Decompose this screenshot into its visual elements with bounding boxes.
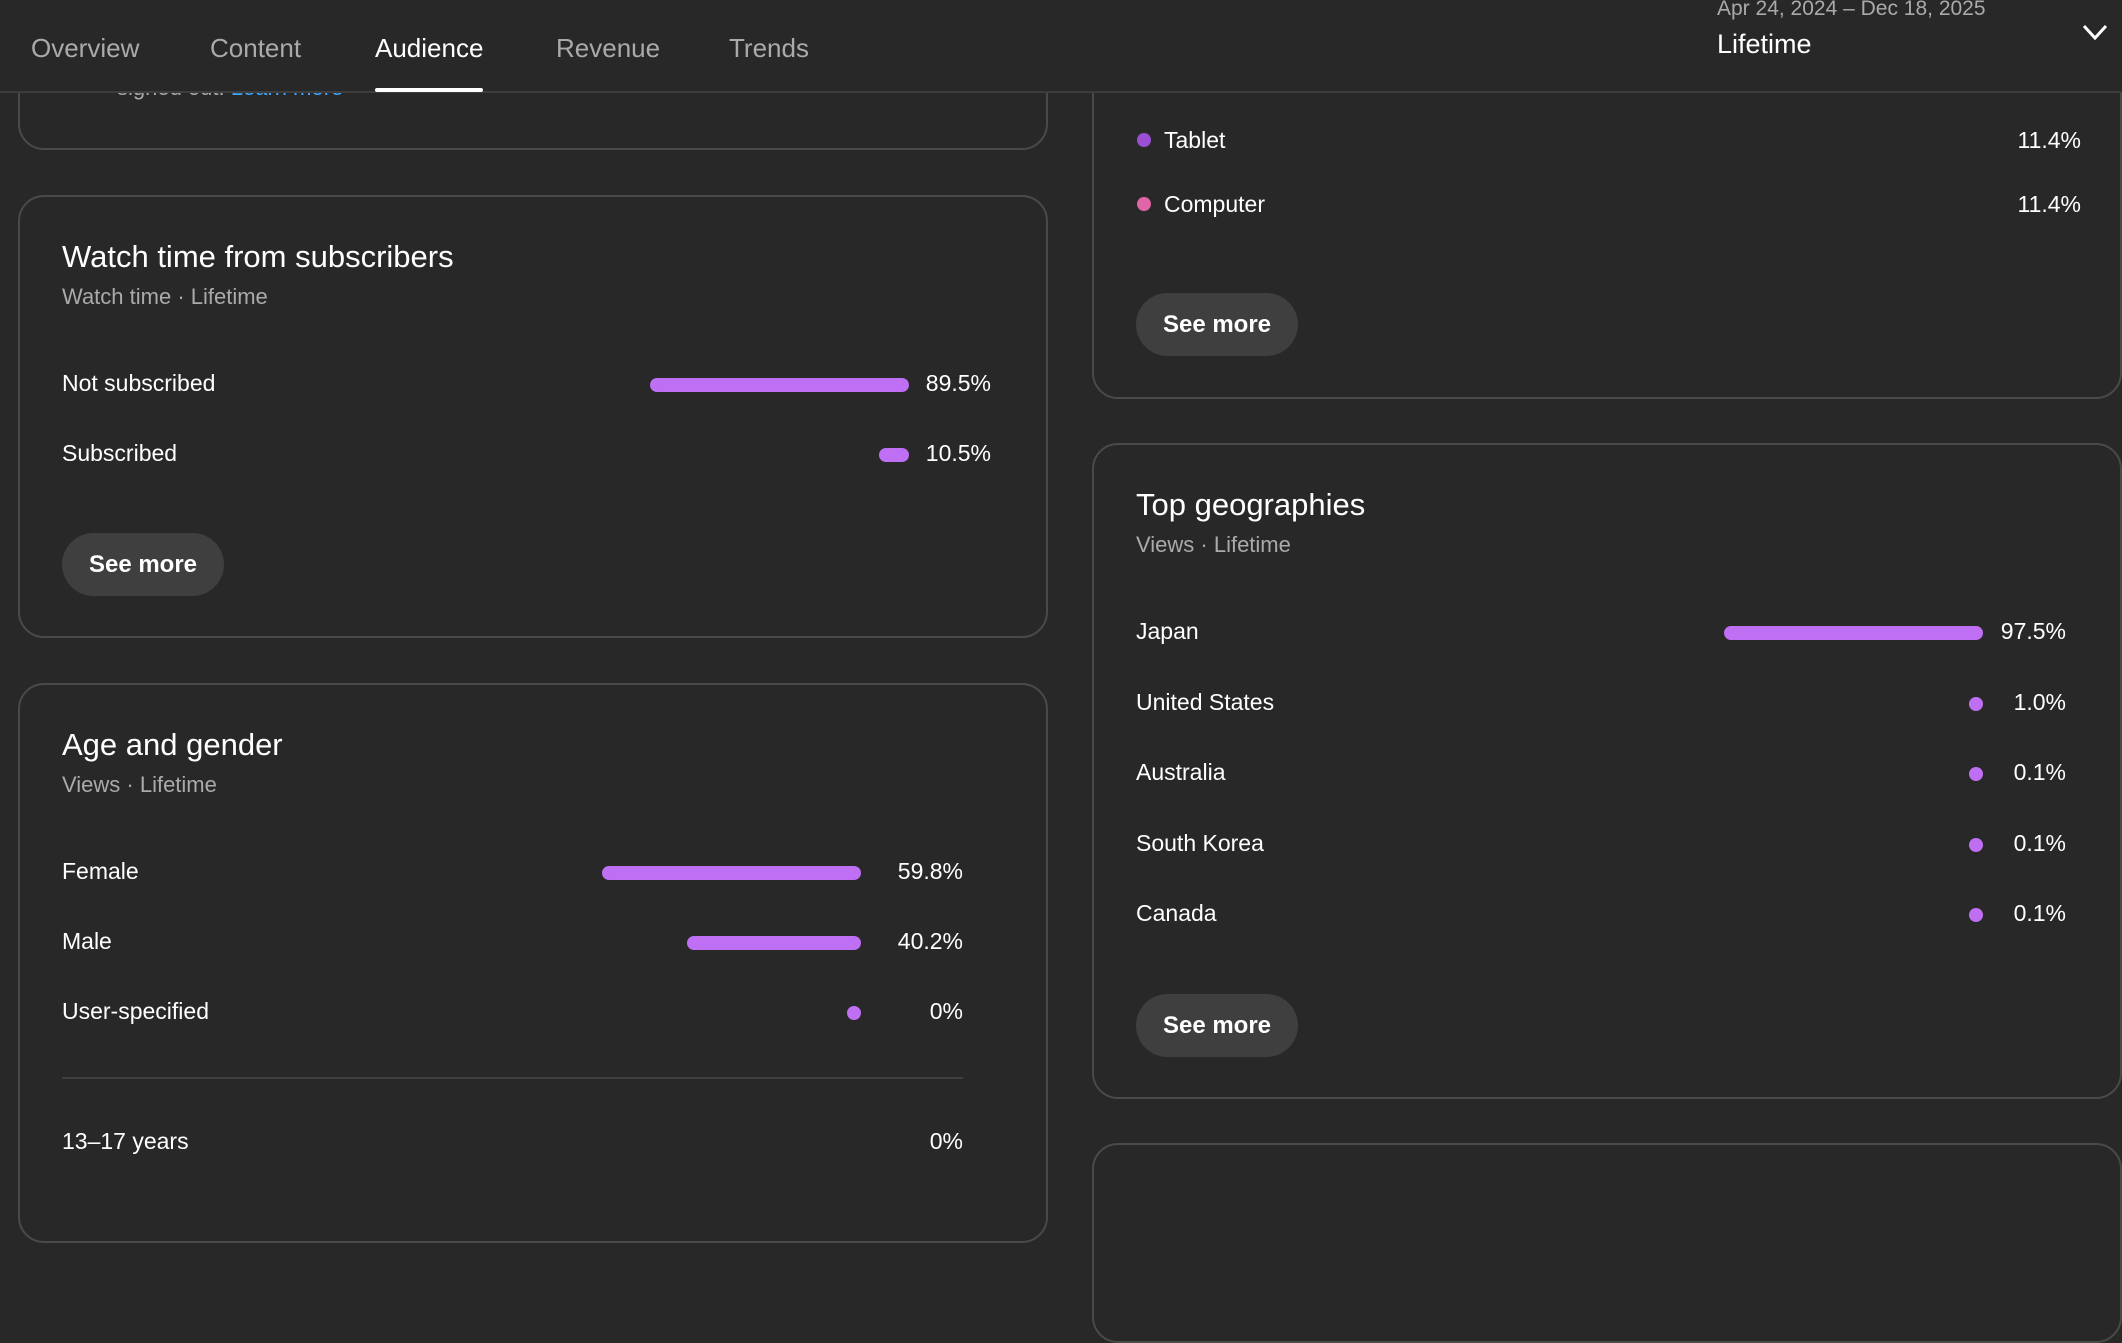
bar: [1724, 626, 1983, 640]
row-label: Subscribed: [62, 440, 178, 466]
row-label: Not subscribed: [62, 370, 216, 396]
tab-revenue[interactable]: Revenue: [556, 33, 661, 63]
card-subtitle: Watch time · Lifetime: [62, 284, 268, 309]
country-value: 97.5%: [2000, 618, 2066, 644]
tab-content[interactable]: Content: [210, 33, 302, 63]
top-geographies-card: Top geographies Views · Lifetime Japan 9…: [1092, 443, 2122, 1099]
tablet-legend-dot: [1137, 133, 1151, 147]
card-title: Watch time from subscribers: [62, 239, 454, 274]
bar: [650, 378, 909, 392]
computer-legend-dot: [1137, 197, 1151, 211]
see-more-button[interactable]: See more: [1136, 293, 1298, 356]
period-label: Lifetime: [1717, 29, 1812, 59]
analytics-header: Overview Content Audience Revenue Trends…: [0, 0, 2122, 93]
country-value: 0.1%: [2013, 900, 2066, 926]
country-value: 0.1%: [2013, 829, 2066, 856]
country-label: South Korea: [1136, 829, 1264, 856]
divider: [62, 1077, 963, 1079]
device-value: 11.4%: [2017, 127, 2081, 153]
device-label: Tablet: [1164, 127, 1226, 153]
bar: [847, 1006, 861, 1020]
age-value: 0%: [929, 1128, 963, 1154]
age-gender-card: Age and gender Views · Lifetime Female 5…: [18, 683, 1048, 1243]
country-label: Canada: [1136, 900, 1217, 926]
row-value: 89.5%: [925, 370, 991, 396]
chevron-down-icon[interactable]: [2080, 20, 2110, 44]
bar: [1969, 908, 1983, 922]
country-label: United States: [1136, 688, 1275, 715]
bar: [1969, 696, 1983, 711]
bar: [686, 936, 861, 950]
tab-overview[interactable]: Overview: [31, 33, 140, 63]
country-label: Japan: [1136, 618, 1199, 644]
active-tab-indicator: [375, 88, 483, 92]
card-subtitle: Views · Lifetime: [1136, 532, 1291, 557]
subscribers-card: Watch time from subscribers Watch time ·…: [18, 195, 1048, 638]
bar: [1969, 767, 1983, 781]
row-value: 0%: [929, 998, 963, 1024]
see-more-button[interactable]: See more: [62, 533, 224, 596]
device-label: Computer: [1164, 191, 1265, 217]
row-label: User-specified: [62, 998, 209, 1024]
device-value: 11.4%: [2017, 191, 2081, 217]
country-label: Australia: [1136, 759, 1226, 785]
date-range: Apr 24, 2024 – Dec 18, 2025: [1717, 0, 1986, 20]
age-label: 13–17 years: [62, 1128, 189, 1154]
country-value: 0.1%: [2013, 759, 2066, 785]
row-label: Male: [62, 928, 112, 954]
bar: [1969, 837, 1983, 852]
tab-trends[interactable]: Trends: [729, 33, 809, 63]
card-title: Top geographies: [1136, 487, 1366, 522]
country-value: 1.0%: [2013, 688, 2066, 715]
row-value: 10.5%: [925, 440, 991, 466]
card-subtitle: Views · Lifetime: [62, 772, 217, 797]
row-value: 40.2%: [897, 928, 963, 954]
row-label: Female: [62, 858, 139, 884]
row-value: 59.8%: [897, 858, 963, 884]
card-title: Age and gender: [62, 727, 283, 762]
bar: [878, 448, 909, 462]
see-more-button[interactable]: See more: [1136, 994, 1298, 1057]
next-card: [1092, 1143, 2122, 1343]
bar: [602, 866, 861, 880]
tab-audience[interactable]: Audience: [375, 33, 484, 63]
